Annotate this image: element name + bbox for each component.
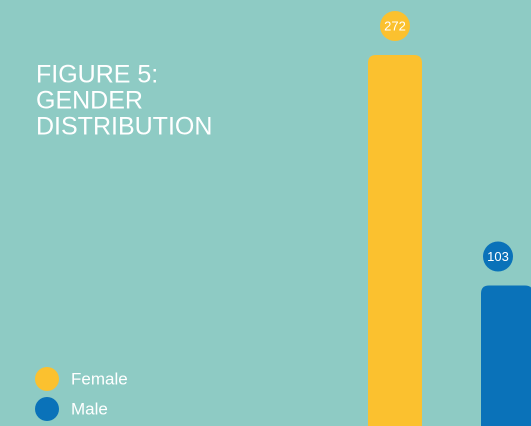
chart-title: FIGURE 5: — [36, 61, 158, 89]
bar — [368, 55, 422, 426]
value-label: 272 — [384, 18, 406, 33]
bar — [481, 285, 531, 426]
chart-title: DISTRIBUTION — [36, 113, 212, 141]
value-label-badge — [483, 241, 513, 272]
value-label-badge — [380, 11, 410, 41]
legend-swatch — [35, 397, 59, 421]
legend-label: Female — [71, 369, 128, 388]
legend-swatch — [35, 367, 59, 391]
value-label: 103 — [487, 249, 509, 264]
chart-title: GENDER — [36, 87, 143, 115]
legend-label: Male — [71, 399, 108, 418]
